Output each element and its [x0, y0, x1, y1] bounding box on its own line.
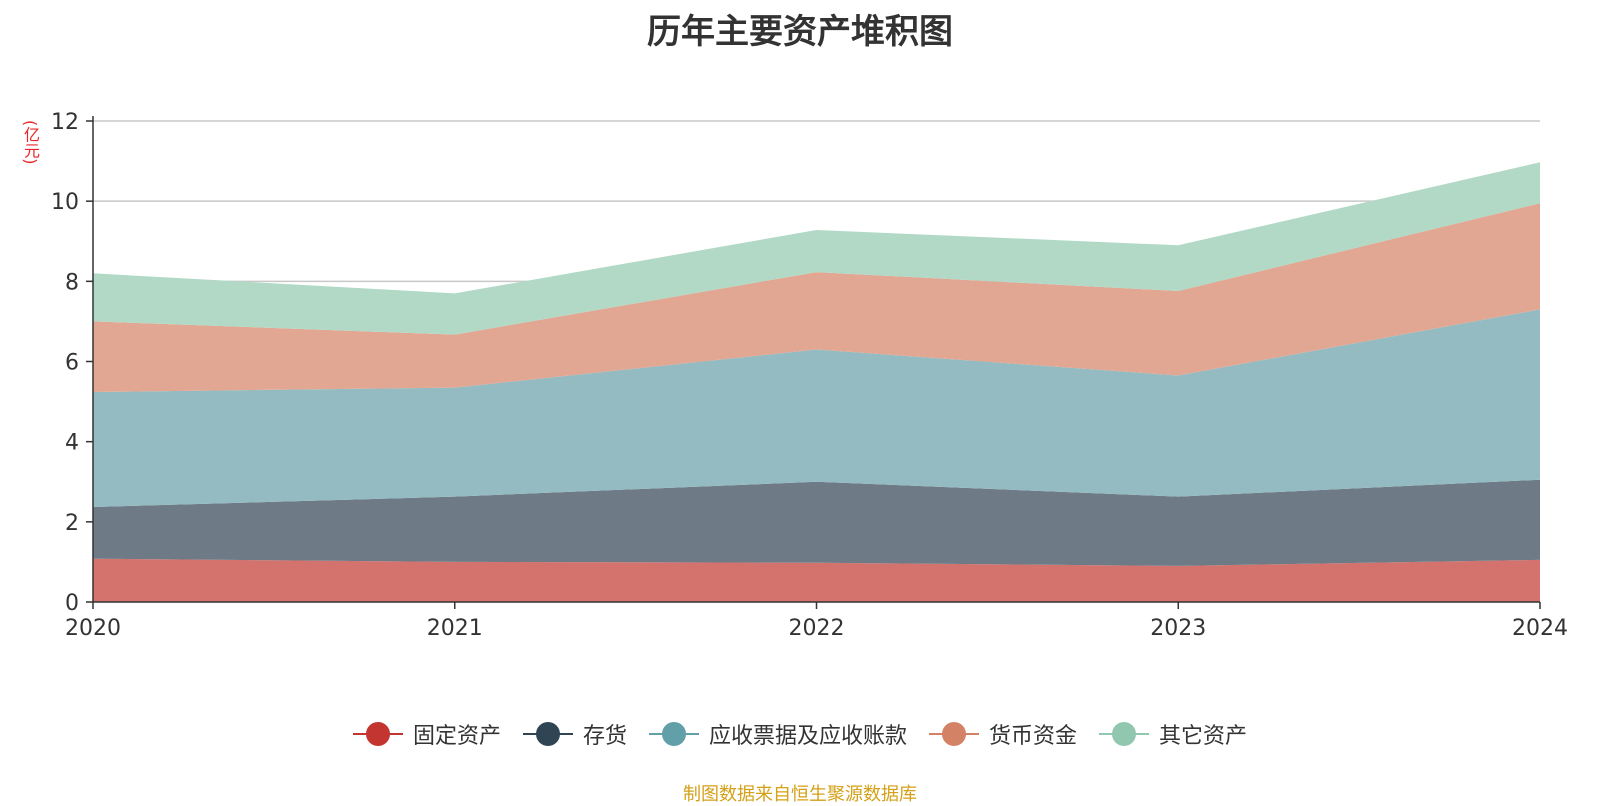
- legend-item-3[interactable]: 货币资金: [929, 718, 1077, 750]
- legend: 固定资产 存货 应收票据及应收账款 货币资金 其它资产: [0, 718, 1600, 750]
- x-tick-label: 2022: [789, 616, 845, 641]
- legend-marker-icon: [1099, 722, 1150, 746]
- legend-label: 货币资金: [989, 724, 1078, 749]
- legend-item-1[interactable]: 存货: [522, 718, 627, 750]
- x-tick-label: 2021: [427, 616, 483, 641]
- area-series-4: [93, 162, 1540, 335]
- area-series-2: [93, 309, 1540, 507]
- legend-label: 应收票据及应收账款: [708, 724, 907, 749]
- area-series: [93, 162, 1540, 602]
- axes: 0 2 4 6 8 10 12 2020 2021 2022 2023 2024: [51, 110, 1568, 641]
- chart-title: 历年主要资产堆积图: [647, 12, 953, 52]
- legend-item-0[interactable]: 固定资产: [352, 718, 501, 750]
- x-tick-label: 2020: [65, 616, 121, 641]
- x-tick-label: 2023: [1150, 616, 1206, 641]
- y-tick-label: 6: [65, 351, 79, 376]
- y-tick-label: 4: [65, 431, 79, 456]
- legend-marker-icon: [352, 722, 403, 746]
- area-series-1: [93, 479, 1540, 566]
- legend-marker-icon: [929, 722, 979, 746]
- y-axis-label: (亿元): [21, 120, 40, 165]
- y-tick-label: 10: [51, 190, 79, 215]
- legend-label: 固定资产: [412, 724, 501, 749]
- legend-item-4[interactable]: 其它资产: [1099, 718, 1247, 750]
- x-tick-label: 2024: [1512, 616, 1568, 641]
- legend-item-2[interactable]: 应收票据及应收账款: [648, 718, 907, 750]
- legend-label: 存货: [582, 724, 627, 749]
- legend-label: 其它资产: [1159, 724, 1248, 749]
- area-series-0: [93, 558, 1540, 602]
- y-tick-label: 12: [51, 110, 79, 135]
- y-tick-label: 0: [65, 591, 79, 616]
- area-series-3: [93, 203, 1540, 392]
- legend-marker-icon: [648, 722, 699, 746]
- legend-marker-icon: [522, 722, 573, 746]
- source-note: 制图数据来自恒生聚源数据库: [683, 784, 917, 805]
- y-tick-label: 2: [65, 511, 79, 536]
- y-tick-label: 8: [65, 270, 79, 295]
